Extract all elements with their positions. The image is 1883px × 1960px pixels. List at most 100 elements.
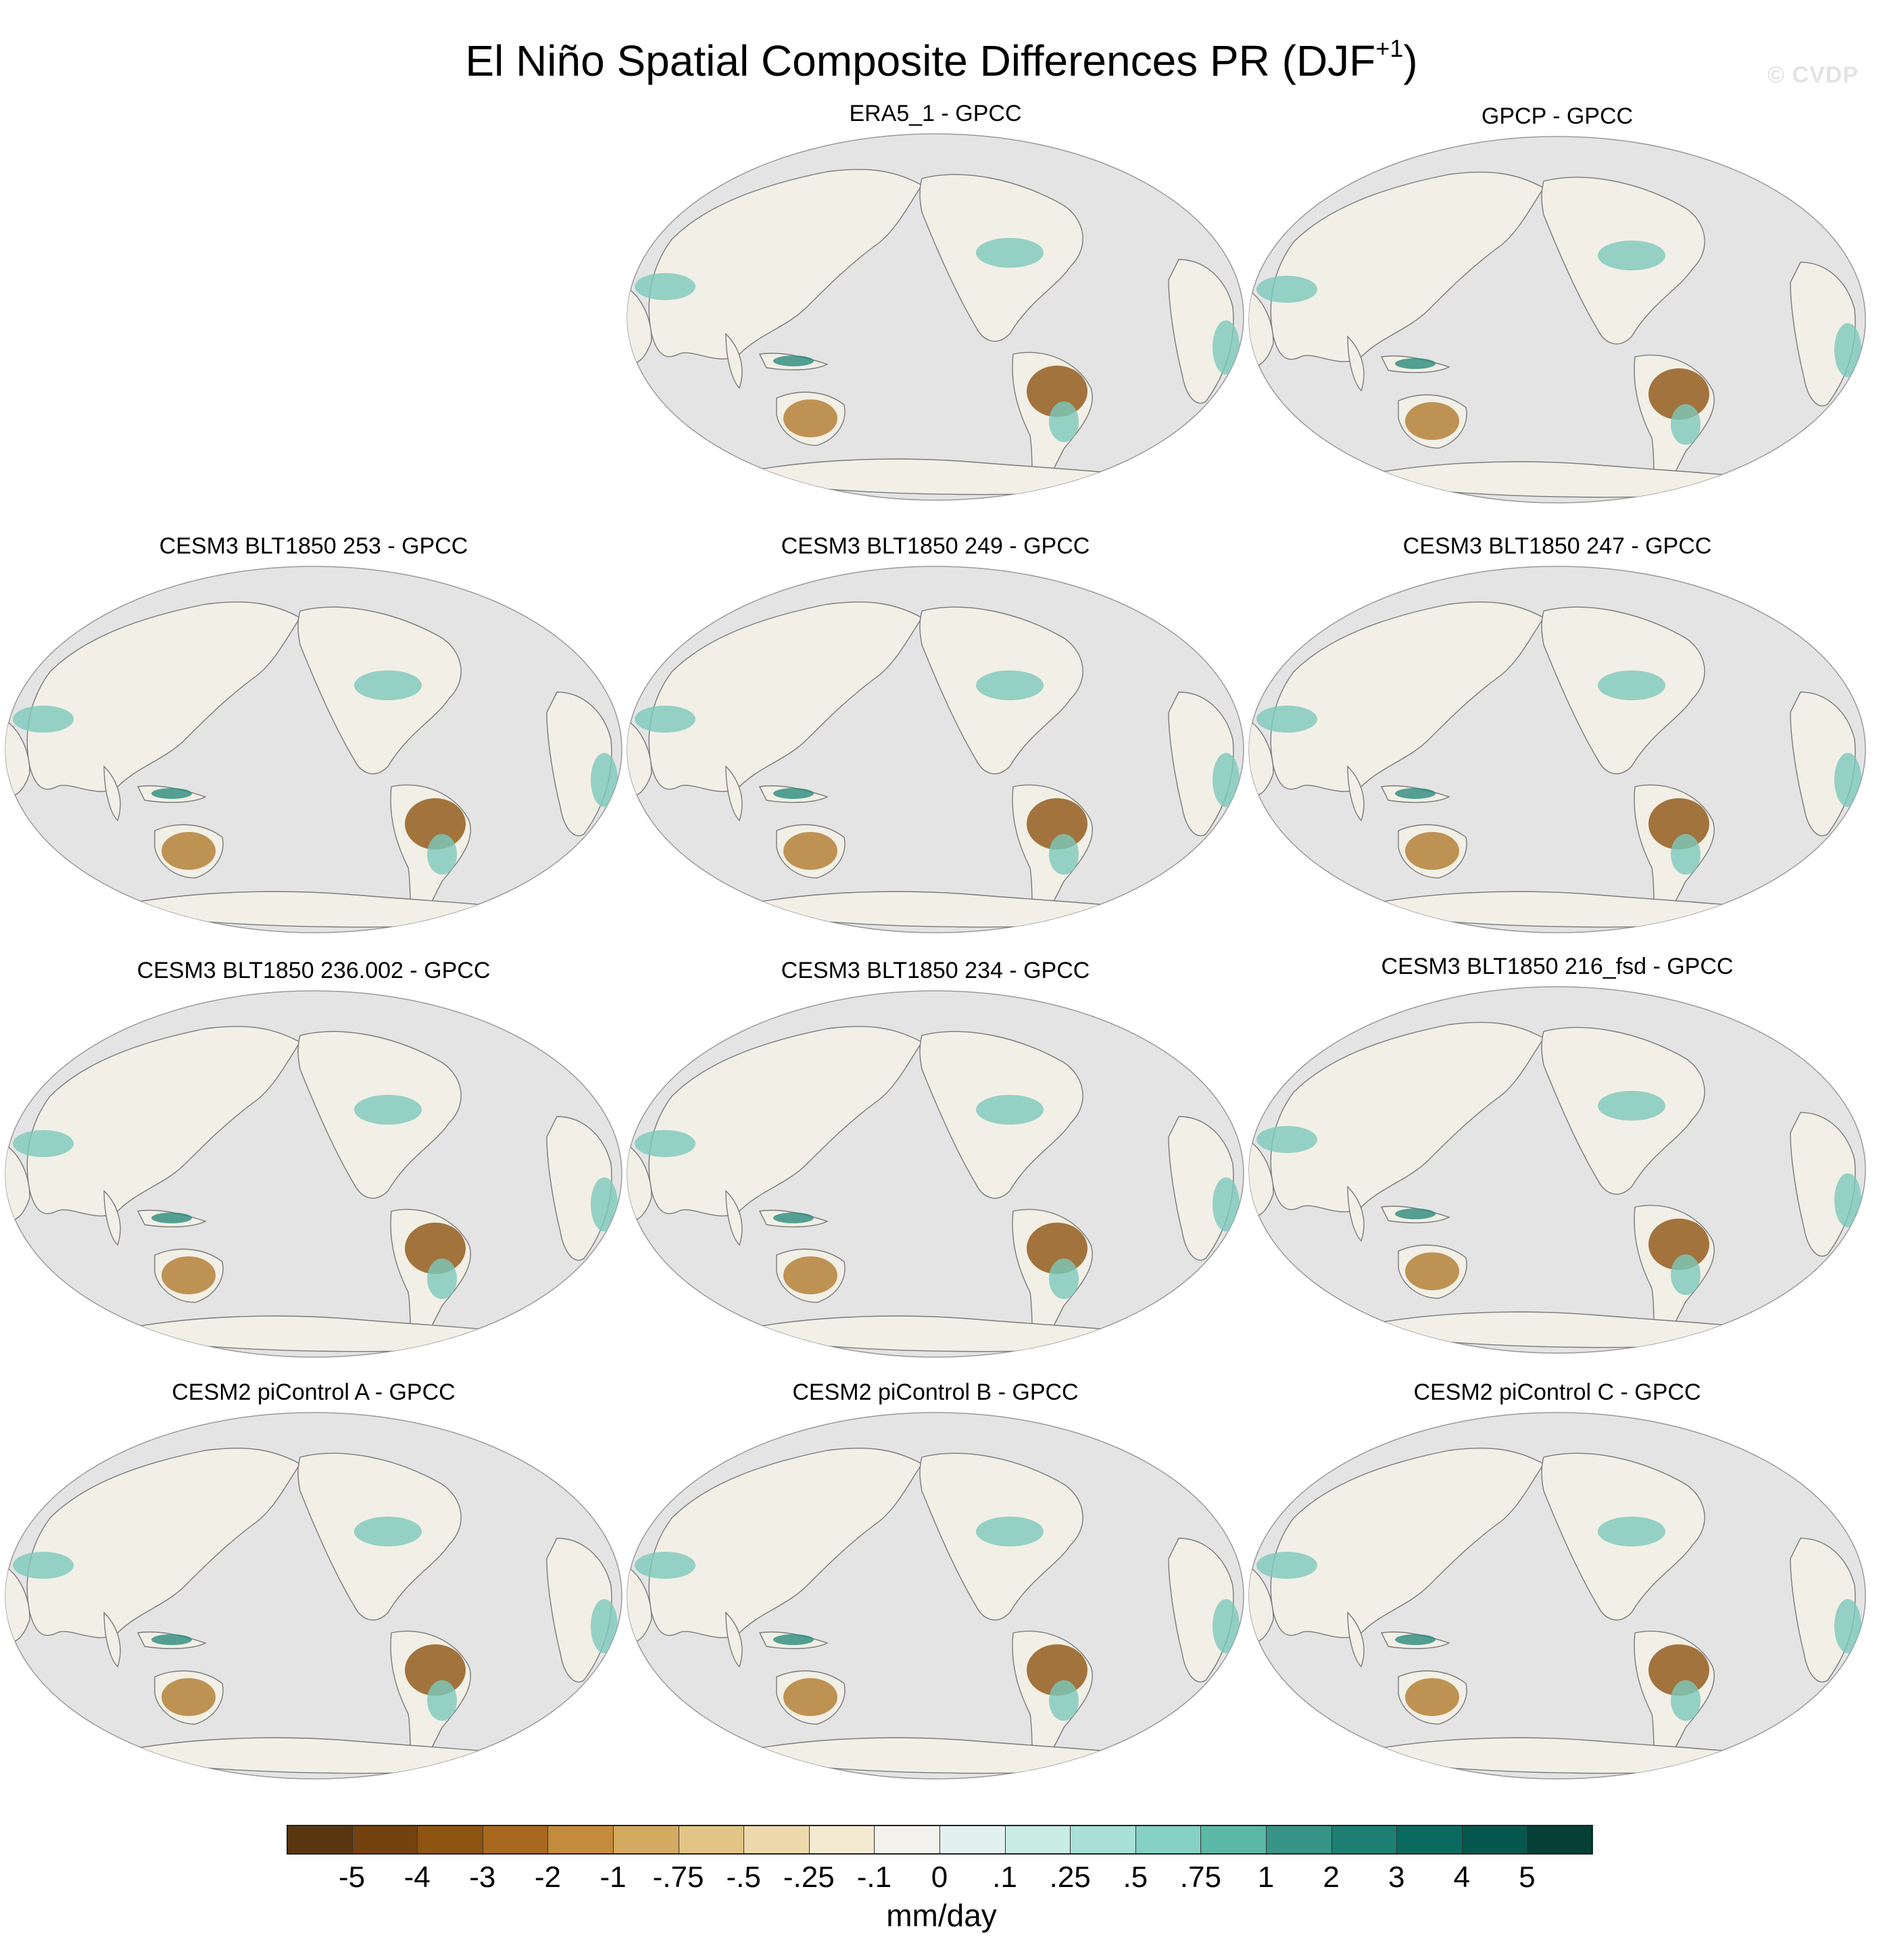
panel-title: CESM3 BLT1850 236.002 - GPCC: [137, 958, 491, 983]
colorbar-box: [1004, 1825, 1071, 1855]
wet-anomaly-southeast-south-america: [1671, 1254, 1701, 1295]
wet-anomaly-indonesia: [151, 1634, 192, 1645]
colorbar-box: [1200, 1825, 1267, 1855]
wet-anomaly-north-america: [976, 1095, 1044, 1125]
wet-anomaly-eurasia: [635, 273, 695, 300]
dry-anomaly-australia: [783, 399, 837, 437]
wet-anomaly-eurasia: [635, 1552, 695, 1579]
colorbar-box: [547, 1825, 614, 1855]
colorbar-box: [1331, 1825, 1398, 1855]
wet-anomaly-eurasia: [635, 1130, 695, 1157]
land-india: [1347, 1611, 1365, 1668]
colorbar-box: [1461, 1825, 1528, 1855]
wet-anomaly-east-africa: [1834, 753, 1861, 807]
panel-title: CESM3 BLT1850 253 - GPCC: [159, 533, 468, 559]
wet-anomaly-indonesia: [1395, 358, 1436, 369]
land-india: [103, 765, 121, 822]
wet-anomaly-indonesia: [773, 1212, 814, 1223]
land-india: [725, 765, 743, 822]
colorbar-box: [1135, 1825, 1202, 1855]
dry-anomaly-amazon: [1027, 798, 1087, 850]
land-eurasia: [648, 1025, 923, 1217]
wet-anomaly-eurasia: [13, 706, 74, 733]
wet-anomaly-southeast-south-america: [1671, 1680, 1701, 1721]
colorbar: [287, 1825, 1593, 1855]
wet-anomaly-east-africa: [1834, 323, 1861, 377]
map-panel-cesm2-a: CESM2 piControl A - GPCC: [3, 1379, 625, 1784]
colorbar-box: [1396, 1825, 1463, 1855]
wet-anomaly-indonesia: [773, 1634, 814, 1645]
wet-anomaly-southeast-south-america: [1049, 401, 1079, 442]
wet-anomaly-southeast-south-america: [427, 1680, 457, 1721]
wet-anomaly-east-africa: [1213, 1599, 1240, 1653]
wet-anomaly-eurasia: [635, 706, 695, 733]
dry-anomaly-amazon: [1648, 368, 1709, 420]
colorbar-box: [613, 1825, 679, 1855]
dry-anomaly-australia: [1405, 1678, 1459, 1716]
colorbar-box: [1266, 1825, 1332, 1855]
colorbar-tick-label: 2: [1323, 1861, 1340, 1894]
wet-anomaly-north-america: [976, 238, 1044, 268]
map-panel-cesm3-234: CESM3 BLT1850 234 - GPCC: [625, 957, 1246, 1363]
wet-anomaly-eurasia: [1256, 276, 1317, 303]
global-map: [1248, 1412, 1866, 1780]
wet-anomaly-southeast-south-america: [1049, 1258, 1079, 1299]
colorbar-tick-label: -2: [534, 1861, 561, 1894]
dry-anomaly-amazon: [1027, 1644, 1087, 1696]
wet-anomaly-indonesia: [1395, 1208, 1436, 1219]
dry-anomaly-amazon: [405, 1644, 466, 1696]
dry-anomaly-amazon: [405, 1223, 466, 1274]
map-panel-cesm3-216-fsd: CESM3 BLT1850 216_fsd - GPCC: [1246, 953, 1868, 1358]
wet-anomaly-eurasia: [1256, 1126, 1317, 1153]
land-india: [1347, 1185, 1365, 1242]
land-india: [725, 1190, 743, 1246]
colorbar-tick-label: 5: [1519, 1861, 1536, 1894]
dry-anomaly-australia: [1405, 832, 1459, 870]
panel-title: GPCP - GPCC: [1481, 103, 1634, 129]
panel-title: CESM3 BLT1850 216_fsd - GPCC: [1381, 954, 1734, 979]
colorbar-tick-label: 1: [1257, 1861, 1275, 1894]
wet-anomaly-north-america: [1598, 241, 1665, 270]
map-panel-era5-1: ERA5_1 - GPCC: [625, 100, 1246, 506]
global-map: [5, 990, 622, 1358]
global-map: [1248, 566, 1866, 933]
land-eurasia: [1270, 171, 1545, 362]
colorbar-units: mm/day: [886, 1898, 997, 1933]
dry-anomaly-australia: [162, 832, 216, 870]
dry-anomaly-amazon: [1648, 798, 1709, 850]
wet-anomaly-east-africa: [1213, 1177, 1240, 1231]
land-india: [725, 1611, 743, 1668]
land-eurasia: [26, 601, 301, 792]
dry-anomaly-amazon: [1027, 366, 1087, 417]
wet-anomaly-east-africa: [1213, 320, 1240, 374]
land-eurasia: [648, 601, 923, 792]
colorbar-tick-label: -4: [404, 1861, 431, 1894]
map-panel-gpcp: GPCP - GPCC: [1246, 103, 1868, 508]
wet-anomaly-indonesia: [1395, 1634, 1436, 1645]
wet-anomaly-indonesia: [773, 356, 814, 366]
land-india: [103, 1611, 121, 1668]
map-panel-cesm3-236002: CESM3 BLT1850 236.002 - GPCC: [3, 957, 625, 1363]
land-india: [1347, 765, 1365, 822]
dry-anomaly-australia: [783, 1678, 837, 1716]
wet-anomaly-east-africa: [1834, 1599, 1861, 1653]
colorbar-box: [417, 1825, 483, 1855]
dry-anomaly-amazon: [405, 798, 466, 850]
panel-title: CESM3 BLT1850 247 - GPCC: [1402, 533, 1712, 559]
wet-anomaly-southeast-south-america: [1049, 834, 1079, 875]
colorbar-tick-label: .25: [1049, 1861, 1091, 1894]
colorbar-tick-label: 4: [1453, 1861, 1471, 1894]
land-eurasia: [26, 1447, 301, 1638]
wet-anomaly-north-america: [354, 670, 422, 700]
global-map: [5, 1412, 622, 1780]
dry-anomaly-amazon: [1027, 1223, 1087, 1274]
land-india: [725, 333, 743, 389]
land-india: [103, 1190, 121, 1246]
wet-anomaly-indonesia: [1395, 788, 1436, 799]
wet-anomaly-eurasia: [13, 1552, 74, 1579]
colorbar-tick-label: -.5: [726, 1861, 761, 1894]
dry-anomaly-australia: [1405, 402, 1459, 440]
map-panel-cesm3-249: CESM3 BLT1850 249 - GPCC: [625, 533, 1246, 938]
wet-anomaly-north-america: [354, 1517, 422, 1546]
colorbar-box: [939, 1825, 1006, 1855]
